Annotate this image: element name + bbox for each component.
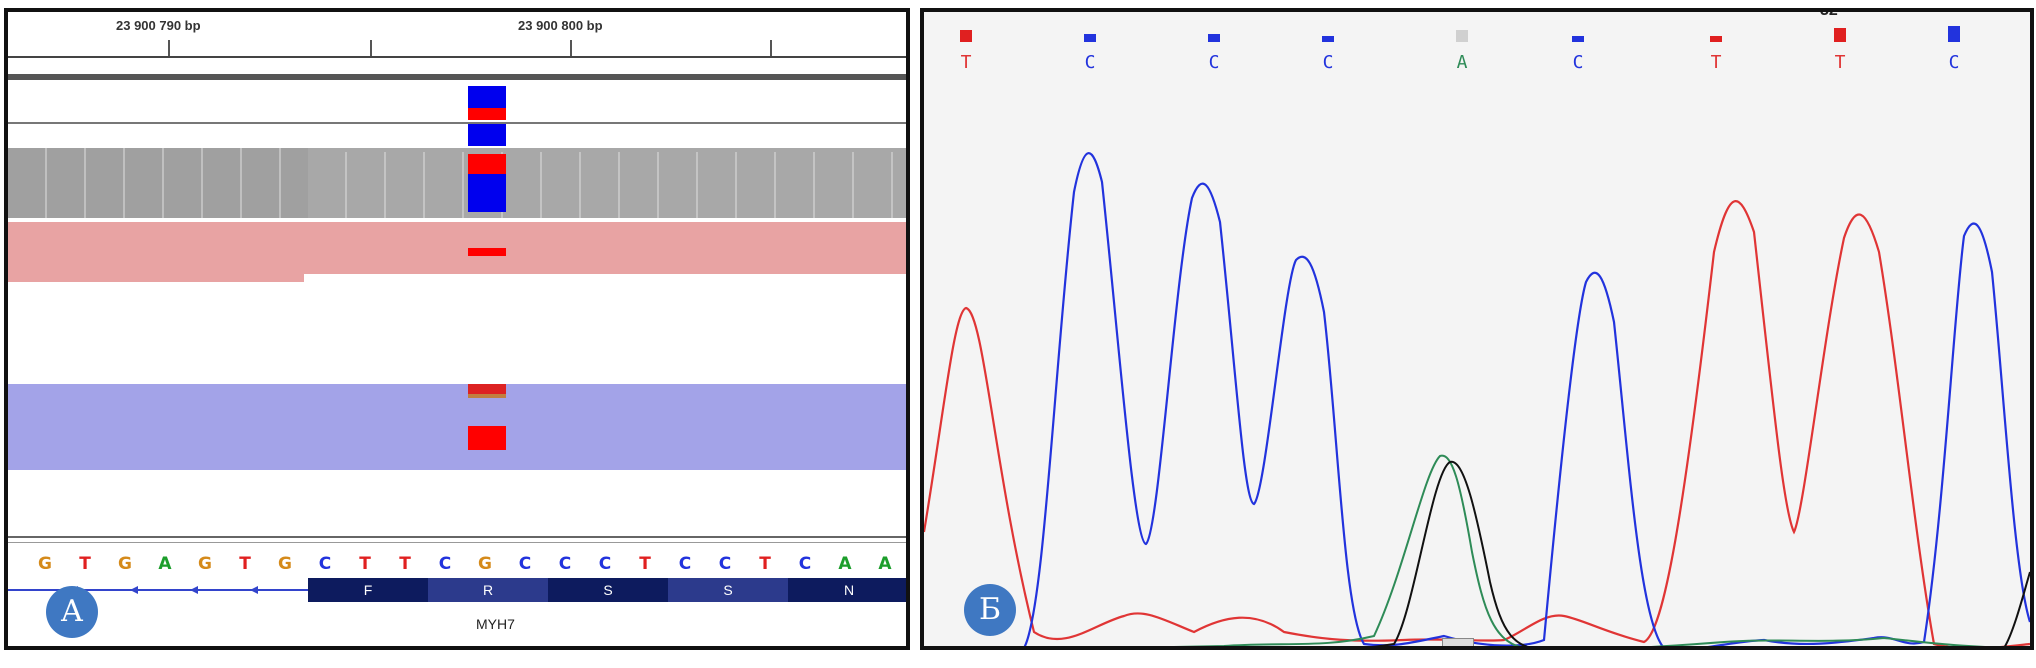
base-call: C — [1572, 52, 1584, 73]
sequence-base: G — [478, 554, 492, 574]
ruler-tick — [168, 40, 170, 56]
ruler-tick — [570, 40, 572, 56]
quality-box — [1322, 36, 1334, 42]
panel-a-badge: A — [46, 586, 98, 638]
ruler-label-left: 23 900 790 bp — [116, 18, 201, 33]
base-call: A — [1456, 52, 1468, 73]
sequence-base: T — [239, 554, 251, 574]
coverage-divider — [8, 122, 906, 124]
sequence-base: G — [38, 554, 52, 574]
sequence-base: A — [838, 554, 852, 574]
track-separator — [8, 74, 906, 80]
quality-box — [1208, 34, 1220, 42]
ruler-axis — [8, 56, 906, 58]
sequence-base: C — [318, 554, 332, 574]
ruler-tick — [770, 40, 772, 56]
sequence-divider — [8, 536, 906, 538]
sequence-divider — [8, 542, 906, 543]
quality-box — [960, 30, 972, 42]
sequence-base: G — [278, 554, 292, 574]
sequence-base: T — [399, 554, 411, 574]
scroll-marker[interactable] — [1442, 638, 1474, 646]
sequence-base: G — [198, 554, 212, 574]
trace-a — [1173, 454, 1986, 646]
panel-b-badge: Б — [964, 584, 1016, 636]
sequence-base: T — [359, 554, 371, 574]
ruler-tick — [370, 40, 372, 56]
sequence-base: A — [158, 554, 172, 574]
amino-acid: R — [428, 578, 548, 602]
sequence-base: T — [759, 554, 771, 574]
gene-name-label: MYH7 — [476, 616, 515, 632]
trace-c — [1023, 152, 2030, 646]
amino-acid: S — [548, 578, 668, 602]
chromatogram-panel: 32 T C C C A C T T C Б — [920, 8, 2034, 650]
quality-box — [1710, 36, 1722, 42]
base-call: T — [960, 52, 972, 73]
trace-t — [924, 200, 2030, 646]
base-call: C — [1322, 52, 1334, 73]
sequence-base: G — [118, 554, 132, 574]
amino-acid: S — [668, 578, 788, 602]
quality-box — [1572, 36, 1584, 42]
partial-position-label: 32 — [1820, 8, 1838, 19]
mismatch-block — [468, 394, 506, 398]
sequence-base: C — [518, 554, 532, 574]
base-call: T — [1834, 52, 1846, 73]
genome-browser-panel: 23 900 790 bp 23 900 800 bp G T G A G T … — [4, 8, 910, 650]
mismatch-block — [468, 174, 506, 212]
base-call: C — [1208, 52, 1220, 73]
sequence-base: T — [79, 554, 91, 574]
amino-acid: F — [308, 578, 428, 602]
amino-acid: N — [788, 578, 906, 602]
sequence-base: C — [438, 554, 452, 574]
sequence-base: C — [718, 554, 732, 574]
mismatch-block — [468, 384, 506, 394]
sequence-base: C — [678, 554, 692, 574]
base-call: C — [1948, 52, 1960, 73]
quality-box — [1084, 34, 1096, 42]
sequence-base: C — [598, 554, 612, 574]
sequence-base: A — [878, 554, 892, 574]
sequence-base: T — [639, 554, 651, 574]
trace-g — [1372, 460, 2030, 646]
mismatch-block — [468, 124, 506, 146]
base-call: T — [1710, 52, 1722, 73]
ruler-label-right: 23 900 800 bp — [518, 18, 603, 33]
coverage-bins-left — [8, 148, 308, 218]
sequence-base: C — [558, 554, 572, 574]
reverse-reads-band[interactable] — [8, 384, 906, 470]
mismatch-block — [468, 426, 506, 450]
quality-box — [1834, 28, 1846, 42]
sequence-base: C — [798, 554, 812, 574]
mismatch-block — [468, 154, 506, 174]
base-call: C — [1084, 52, 1096, 73]
mismatch-block — [468, 108, 506, 120]
coverage-bins-right — [308, 152, 906, 218]
chromatogram-traces — [924, 152, 2030, 646]
quality-box — [1456, 30, 1468, 42]
forward-reads-band-tail — [8, 274, 304, 282]
quality-box — [1948, 26, 1960, 42]
mismatch-block — [468, 248, 506, 256]
mismatch-block — [468, 86, 506, 108]
forward-reads-band[interactable] — [8, 222, 906, 274]
